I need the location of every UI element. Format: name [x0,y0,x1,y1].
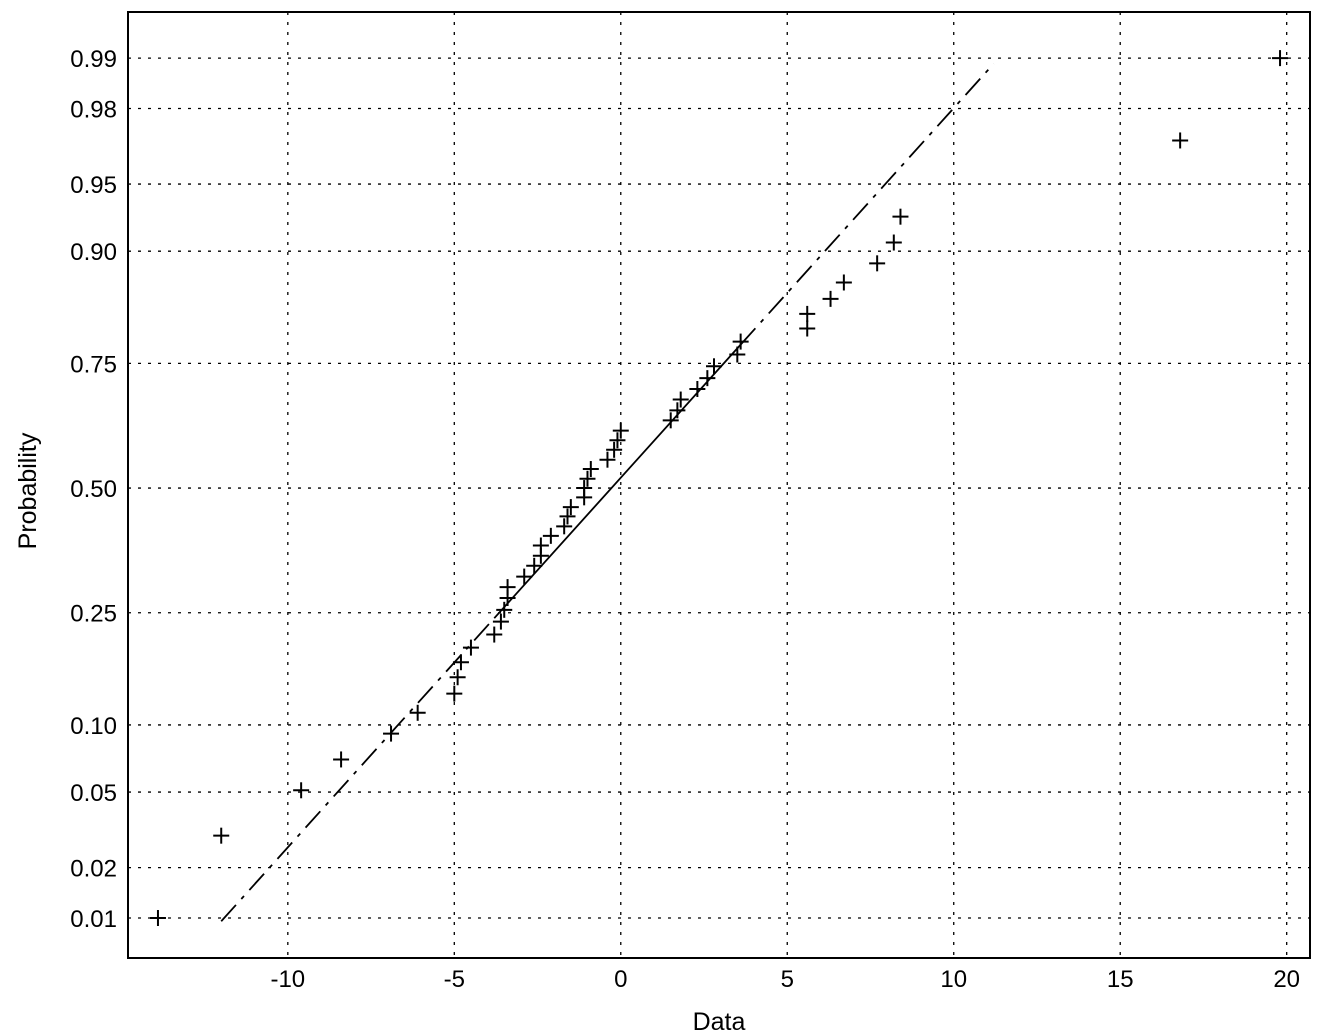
data-point-plus [892,208,909,225]
data-point-plus [333,751,350,768]
data-point-plus [449,669,466,686]
data-point-plus [609,432,626,449]
data-point-plus [149,910,166,927]
y-tick-label: 0.25 [70,601,117,628]
fit-line-solid [493,344,742,619]
data-point-plus [869,255,886,272]
x-tick-label: 15 [1107,966,1134,993]
data-point-plus [452,654,469,671]
data-point-plus [669,402,686,419]
grid-lines [128,12,1310,958]
y-tick-label: 0.50 [70,476,117,503]
x-axis-label: Data [693,1008,746,1036]
data-point-plus [699,370,716,387]
plot-frame [127,11,1311,959]
x-tick-label: 20 [1273,966,1300,993]
data-point-plus [486,626,503,643]
data-point-plus [689,381,706,398]
data-point-plus [516,568,533,585]
y-tick-label: 0.10 [70,713,117,740]
data-point-plus [732,333,749,350]
data-point-plus [496,601,513,618]
data-point-plus [499,579,516,596]
data-point-plus [492,613,509,630]
data-point-plus [706,358,723,375]
reference-line [220,63,995,922]
data-point-plus [559,508,576,525]
data-point-plus [462,639,479,656]
data-point-plus [582,461,599,478]
data-point-plus [612,422,629,439]
data-point-plus [606,441,623,458]
x-tick-label: 0 [614,966,627,993]
y-tick-label: 0.02 [70,856,117,883]
data-point-plus [672,391,689,408]
data-point-plus [885,234,902,251]
data-point-plus [729,346,746,363]
y-tick-label: 0.05 [70,780,117,807]
data-point-plus [662,412,679,429]
data-point-plus [576,480,593,497]
x-tick-label: 10 [940,966,967,993]
data-point-plus [799,320,816,337]
data-point-plus [599,451,616,468]
data-point-plus [1272,50,1289,67]
y-tick-label: 0.01 [70,906,117,933]
fit-line-dashdot [739,63,995,346]
y-tick-label: 0.98 [70,96,117,123]
data-point-plus [409,704,426,721]
data-point-plus [383,725,400,742]
data-points [149,50,1289,927]
data-point-plus [213,827,230,844]
x-tick-label: -10 [270,966,305,993]
data-point-plus [446,685,463,702]
data-point-plus [1172,132,1189,149]
data-point-plus [293,782,310,799]
y-axis-label: Probability [14,432,42,549]
x-tick-label: -5 [444,966,465,993]
y-tick-label: 0.95 [70,172,117,199]
x-tick-labels: -10 -5 0 5 10 15 20 [270,966,1300,993]
data-point-plus [562,499,579,516]
data-point-plus [542,527,559,544]
data-point-plus [835,274,852,291]
y-tick-label: 0.90 [70,239,117,266]
data-point-plus [532,537,549,554]
y-tick-label: 0.99 [70,46,117,73]
fit-line-dashdot [220,617,495,922]
data-point-plus [822,290,839,307]
data-point-plus [799,305,816,322]
y-tick-label: 0.75 [70,351,117,378]
x-tick-label: 5 [781,966,794,993]
data-point-plus [526,557,543,574]
data-point-plus [579,470,596,487]
data-point-plus [556,518,573,535]
y-tick-labels: 0.01 0.02 0.05 0.10 0.25 0.50 0.75 0.90 0.95 0.98… [70,46,117,933]
